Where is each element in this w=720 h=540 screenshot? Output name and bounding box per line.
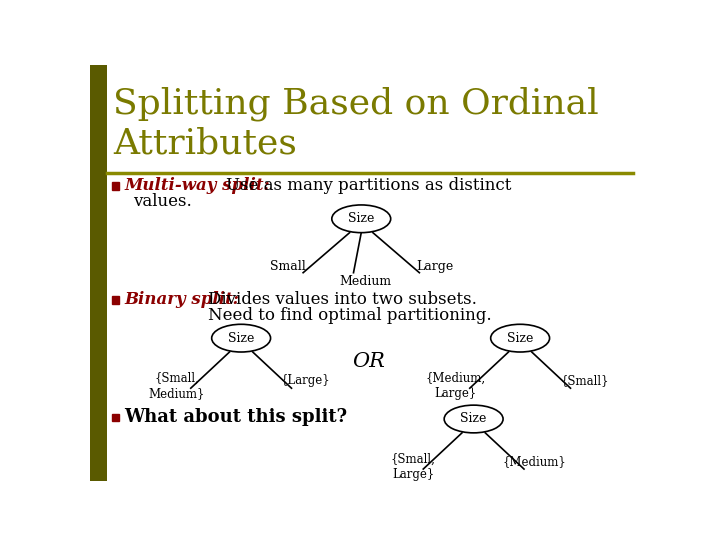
Text: Divides values into two subsets.: Divides values into two subsets. (208, 291, 477, 308)
FancyBboxPatch shape (112, 182, 120, 190)
Text: Multi-way split:: Multi-way split: (124, 177, 270, 194)
Text: {Medium,
Large}: {Medium, Large} (426, 372, 486, 400)
Text: {Small}: {Small} (560, 374, 608, 387)
Text: OR: OR (353, 352, 385, 371)
Ellipse shape (444, 405, 503, 433)
Text: Attributes: Attributes (113, 126, 297, 160)
Ellipse shape (490, 325, 549, 352)
Text: values.: values. (132, 193, 192, 210)
Text: {Large}: {Large} (281, 374, 330, 387)
Text: Medium: Medium (339, 275, 391, 288)
FancyBboxPatch shape (90, 65, 107, 481)
Text: {Small,
Medium}: {Small, Medium} (148, 372, 205, 400)
Text: Need to find optimal partitioning.: Need to find optimal partitioning. (208, 307, 492, 323)
Text: Large: Large (416, 260, 454, 273)
Ellipse shape (212, 325, 271, 352)
Text: {Medium}: {Medium} (503, 455, 566, 468)
Text: What about this split?: What about this split? (124, 408, 347, 427)
Ellipse shape (332, 205, 391, 233)
FancyBboxPatch shape (112, 414, 120, 421)
Text: Size: Size (507, 332, 534, 345)
Text: Size: Size (348, 212, 374, 225)
Text: Splitting Based on Ordinal: Splitting Based on Ordinal (113, 86, 599, 121)
Text: Size: Size (460, 413, 487, 426)
Text: Binary split:: Binary split: (124, 291, 239, 308)
Text: {Small,
Large}: {Small, Large} (391, 453, 436, 481)
FancyBboxPatch shape (112, 296, 120, 303)
Text: Small: Small (270, 260, 305, 273)
Text: Use as many partitions as distinct: Use as many partitions as distinct (225, 177, 511, 194)
Text: Size: Size (228, 332, 254, 345)
